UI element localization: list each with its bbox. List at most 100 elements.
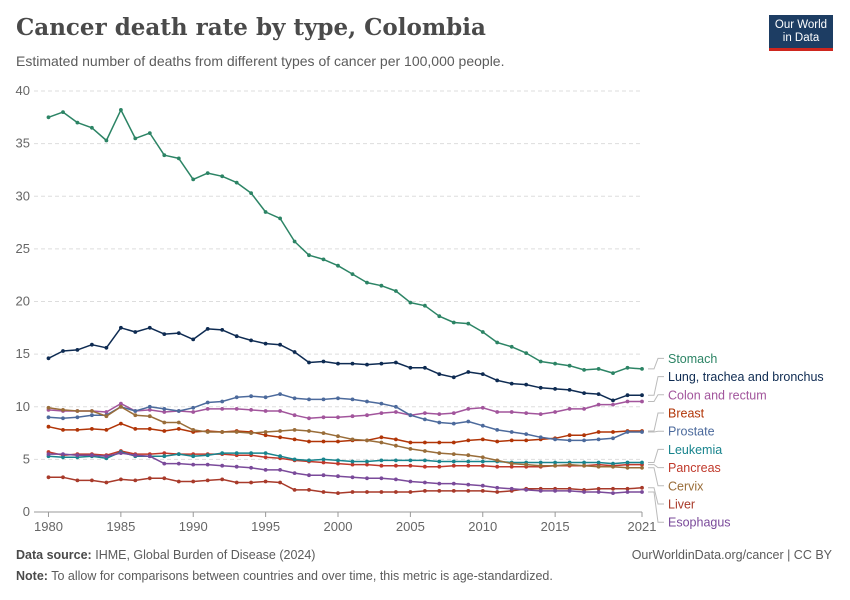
series-label: Colon and rectum — [668, 388, 767, 402]
data-point — [191, 479, 196, 484]
data-point — [278, 216, 282, 221]
data-point — [234, 451, 239, 455]
data-point — [596, 490, 601, 494]
data-point — [495, 464, 500, 469]
data-point — [466, 482, 471, 487]
data-point — [249, 431, 254, 435]
data-source-text[interactable]: IHME, Global Burden of Disease (2024) — [95, 548, 316, 562]
data-point — [408, 447, 413, 451]
x-tick-label: 1980 — [34, 519, 63, 534]
data-point — [451, 375, 456, 380]
data-point — [466, 453, 471, 458]
data-point — [466, 463, 471, 468]
data-point — [220, 328, 225, 332]
data-point — [379, 463, 384, 468]
data-point — [423, 449, 427, 453]
data-point — [538, 359, 543, 364]
data-point — [249, 480, 254, 485]
data-point — [350, 459, 355, 464]
series-label: Breast — [668, 407, 705, 421]
data-point — [408, 440, 413, 445]
data-point — [553, 410, 557, 414]
data-point — [495, 458, 500, 463]
data-point — [75, 415, 80, 420]
data-point — [307, 253, 311, 258]
data-point — [495, 378, 500, 383]
data-point — [292, 396, 297, 401]
data-point — [205, 462, 210, 467]
data-point — [307, 488, 311, 492]
data-point — [307, 360, 311, 365]
data-point — [90, 342, 94, 347]
data-point — [104, 410, 109, 414]
data-point — [205, 407, 210, 411]
data-point — [263, 409, 268, 413]
data-point — [408, 413, 413, 418]
data-point — [307, 416, 311, 421]
data-point — [336, 491, 340, 495]
data-point — [480, 405, 485, 410]
data-point — [394, 437, 398, 442]
owid-logo[interactable]: Our World in Data — [769, 15, 833, 51]
data-point — [437, 420, 442, 425]
data-point — [104, 345, 109, 350]
data-point — [582, 433, 586, 438]
data-point — [437, 451, 442, 455]
data-point — [61, 455, 65, 460]
data-point — [596, 486, 601, 491]
data-point — [278, 342, 282, 347]
data-point — [46, 115, 51, 120]
data-point — [321, 415, 326, 420]
data-source-label: Data source: — [16, 548, 92, 562]
x-tick-label: 2021 — [628, 519, 657, 534]
data-point — [278, 480, 282, 485]
data-point — [466, 419, 471, 424]
data-point — [205, 171, 210, 176]
data-point — [480, 423, 485, 428]
data-point — [466, 438, 471, 443]
data-point — [176, 427, 181, 431]
data-point — [46, 452, 51, 456]
data-point — [133, 330, 138, 334]
data-point — [321, 359, 326, 364]
data-point — [480, 459, 485, 464]
data-point — [162, 410, 167, 414]
data-point — [596, 460, 601, 465]
data-point — [596, 430, 601, 434]
data-point — [379, 435, 384, 440]
data-point — [640, 393, 644, 398]
data-point — [640, 399, 644, 404]
data-point — [162, 429, 167, 433]
data-point — [423, 303, 427, 308]
data-point — [480, 483, 485, 488]
data-point — [133, 136, 138, 141]
data-point — [278, 454, 282, 459]
y-tick-label: 15 — [16, 346, 30, 361]
label-connector — [648, 487, 664, 505]
data-point — [249, 408, 254, 412]
data-point — [408, 365, 413, 370]
data-point — [451, 411, 456, 415]
data-point — [75, 348, 80, 352]
data-point — [437, 412, 442, 416]
data-point — [205, 400, 210, 405]
data-source: Data source: IHME, Global Burden of Dise… — [16, 548, 315, 562]
data-point — [292, 457, 297, 462]
data-point — [234, 407, 239, 411]
data-point — [321, 257, 326, 262]
data-point — [408, 490, 413, 494]
data-point — [379, 440, 384, 445]
data-point — [263, 468, 268, 472]
source-url[interactable]: OurWorldinData.org/cancer | CC BY — [631, 548, 832, 562]
data-point — [423, 464, 427, 469]
x-tick-label: 1985 — [106, 519, 135, 534]
data-point — [307, 397, 311, 402]
data-point — [495, 439, 500, 444]
data-point — [451, 440, 456, 445]
data-point — [394, 463, 398, 468]
data-point — [249, 451, 254, 455]
data-point — [466, 489, 471, 493]
data-point — [249, 465, 254, 470]
data-point — [350, 361, 355, 366]
data-point — [466, 459, 471, 464]
